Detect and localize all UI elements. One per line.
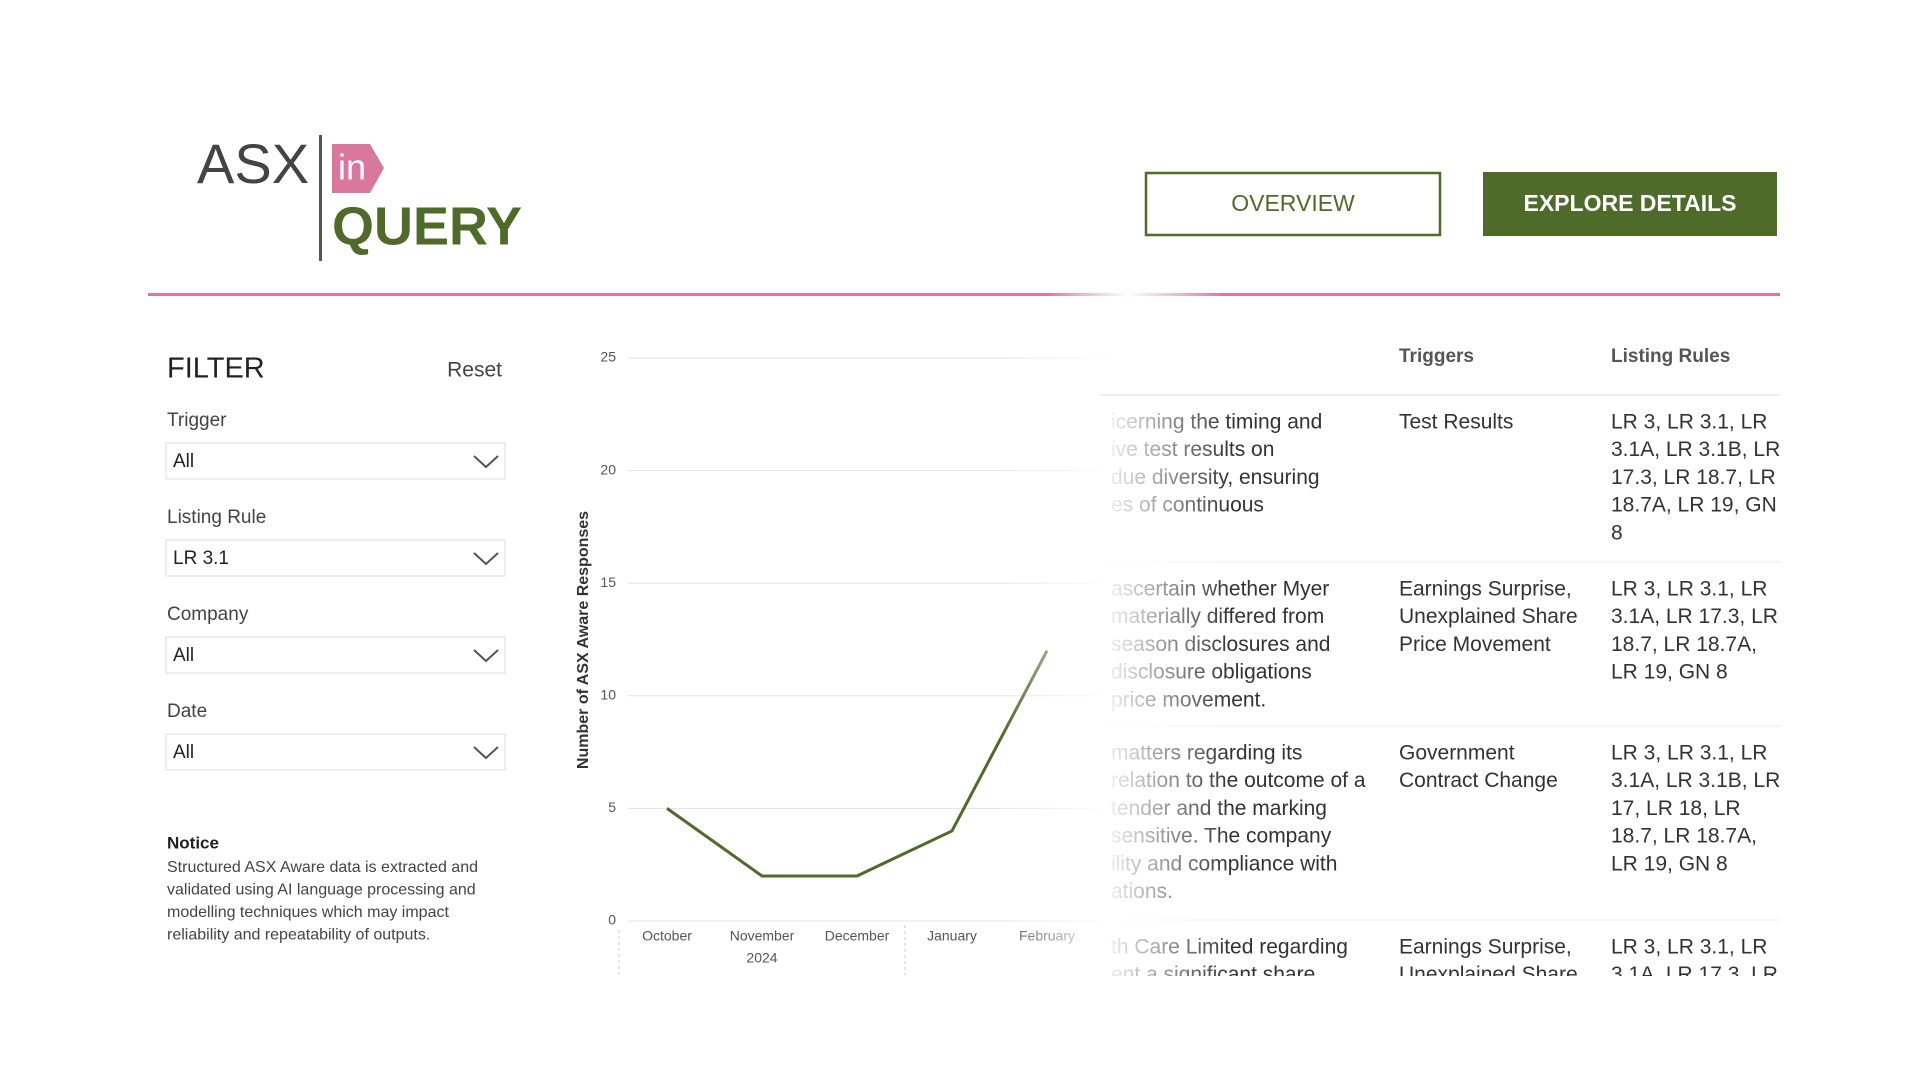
dropdown[interactable] [165, 442, 506, 480]
dropdown-arrow [473, 746, 499, 760]
cell-text: Test Results [1399, 411, 1513, 434]
dropdown-arrow [473, 455, 499, 469]
logo-badge-shape [332, 144, 384, 193]
nav-button[interactable] [1483, 172, 1777, 236]
dropdown-value[interactable]: All [173, 451, 194, 472]
cell-text: Unexplained Share [1399, 963, 1578, 986]
cell-text: 3.1A, LR 3.1B, LR [1611, 769, 1780, 792]
dropdown-arrow [473, 649, 499, 663]
reset-button[interactable]: Reset [447, 359, 502, 382]
cell-text: Earnings Surprise, [1399, 936, 1572, 959]
logo-sub: QUERY [332, 196, 522, 256]
cell-text: 8 [1611, 521, 1623, 544]
y-tick-label: 5 [608, 799, 616, 815]
x-tick-label: October [642, 928, 692, 944]
cell-text: 18.7A, LR 19, GN [1611, 494, 1777, 517]
filter-label: Listing Rule [167, 507, 266, 528]
cell-text: Unexplained Share [1399, 605, 1578, 628]
notice-text: Structured ASX Aware data is extracted a… [167, 859, 478, 876]
dropdown-value[interactable]: All [173, 645, 194, 666]
cell-text: LR 3, LR 3.1, LR [1611, 936, 1767, 959]
cell-text: LR 3, LR 3.1, LR [1611, 411, 1767, 434]
y-tick-label: 25 [600, 349, 616, 365]
y-tick-label: 0 [608, 912, 616, 928]
dropdown[interactable] [165, 636, 506, 674]
cell-text: LR 3, LR 3.1, LR [1611, 742, 1767, 765]
column-header: Listing Rules [1611, 346, 1730, 367]
cell-text: LR 3, LR 3.1, LR [1611, 578, 1767, 601]
cell-text: 18.7, LR 18.7A, [1611, 633, 1757, 656]
dropdown[interactable] [165, 733, 506, 771]
filter-title: FILTER [167, 353, 265, 385]
column-header: Triggers [1399, 346, 1474, 367]
nav-label[interactable]: EXPLORE DETAILS [1524, 190, 1737, 216]
notice-text: validated using AI language processing a… [167, 882, 476, 899]
cell-text: Government [1399, 742, 1515, 765]
logo-badge: in [338, 147, 366, 188]
nav-label[interactable]: OVERVIEW [1231, 190, 1355, 216]
y-tick-label: 15 [600, 574, 616, 590]
x-group-label: 2024 [746, 950, 777, 966]
cell-text: Price Movement [1399, 633, 1551, 656]
x-tick-label: November [730, 928, 795, 944]
cell-text: LR 19, GN 8 [1611, 852, 1728, 875]
notice-title: Notice [167, 833, 219, 852]
cell-text: Earnings Surprise, [1399, 578, 1572, 601]
x-tick-label: January [927, 928, 977, 944]
y-tick-label: 20 [600, 461, 616, 477]
notice-text: modelling techniques which may impact [167, 904, 449, 921]
logo-main: ASX [197, 132, 309, 195]
divider [148, 293, 1780, 296]
y-axis-label: Number of ASX Aware Responses [575, 511, 592, 769]
x-tick-label: December [825, 928, 890, 944]
fade [1100, 400, 1230, 980]
fade [1000, 340, 1115, 980]
filter-label: Company [167, 604, 249, 625]
cell-text: LR 19, GN 8 [1611, 661, 1728, 684]
cell-text: 18.7, LR 18.7A, [1611, 825, 1757, 848]
cell-text: 17.3, LR 18.7, LR [1611, 466, 1776, 489]
dropdown-value[interactable]: All [173, 742, 194, 763]
cell-text: 3.1A, LR 17.3, LR [1611, 963, 1778, 986]
y-tick-label: 10 [600, 687, 616, 703]
line-series [666, 650, 1049, 878]
notice-text: reliability and repeatability of outputs… [167, 927, 430, 944]
cell-text: 3.1A, LR 3.1B, LR [1611, 438, 1780, 461]
dropdown-value[interactable]: LR 3.1 [173, 548, 229, 569]
nav-button[interactable] [1144, 171, 1442, 237]
filter-label: Date [167, 701, 207, 722]
cell-text: 3.1A, LR 17.3, LR [1611, 605, 1778, 628]
dropdown[interactable] [165, 539, 506, 577]
dropdown-arrow [473, 552, 499, 566]
logo-divider [319, 135, 322, 261]
cell-text: 17, LR 18, LR [1611, 797, 1741, 820]
cell-text: Contract Change [1399, 769, 1558, 792]
filter-label: Trigger [167, 410, 227, 431]
